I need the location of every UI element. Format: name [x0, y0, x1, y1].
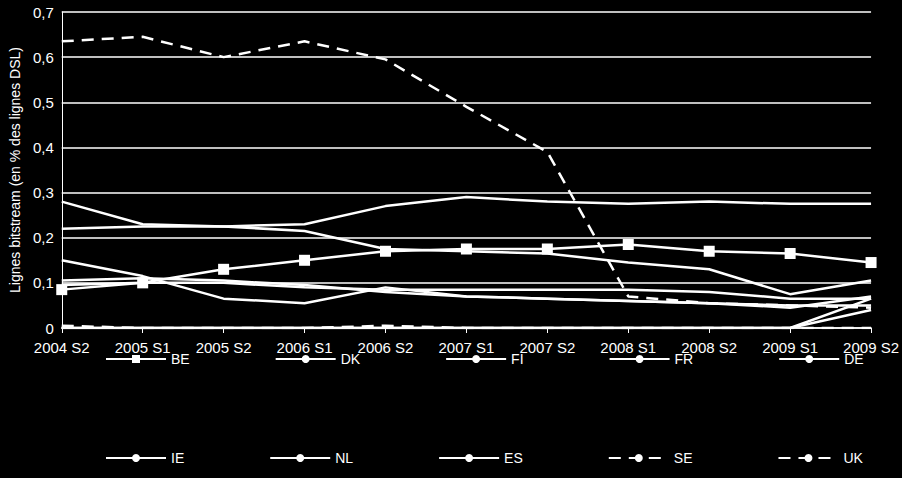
svg-text:UK: UK — [843, 450, 863, 466]
svg-text:DE: DE — [844, 351, 863, 367]
svg-text:BE: BE — [171, 351, 190, 367]
svg-text:0,5: 0,5 — [33, 94, 54, 111]
svg-text:NL: NL — [335, 450, 353, 466]
svg-text:2008 S2: 2008 S2 — [681, 339, 738, 356]
svg-text:0,4: 0,4 — [33, 139, 54, 156]
svg-text:SE: SE — [674, 450, 693, 466]
svg-text:0,3: 0,3 — [33, 184, 54, 201]
svg-text:DK: DK — [341, 351, 361, 367]
svg-text:2007 S2: 2007 S2 — [519, 339, 575, 356]
svg-text:IE: IE — [171, 450, 184, 466]
svg-text:FI: FI — [511, 351, 523, 367]
svg-text:2004 S2: 2004 S2 — [34, 339, 90, 356]
svg-text:2009 S1: 2009 S1 — [762, 339, 818, 356]
svg-text:2008 S1: 2008 S1 — [600, 339, 656, 356]
svg-text:FR: FR — [675, 351, 694, 367]
svg-text:Lignes bitstream (en % des lig: Lignes bitstream (en % des lignes DSL) — [7, 47, 23, 293]
svg-text:ES: ES — [504, 450, 523, 466]
svg-text:2006 S2: 2006 S2 — [358, 339, 414, 356]
svg-text:0: 0 — [45, 320, 53, 337]
svg-text:2009 S2: 2009 S2 — [843, 339, 899, 356]
svg-text:0,1: 0,1 — [33, 274, 54, 291]
svg-text:0,6: 0,6 — [33, 49, 54, 66]
svg-text:2007 S1: 2007 S1 — [438, 339, 494, 356]
svg-text:2005 S1: 2005 S1 — [115, 339, 171, 356]
svg-text:0,7: 0,7 — [33, 4, 54, 21]
svg-text:0,2: 0,2 — [33, 229, 54, 246]
svg-text:2005 S2: 2005 S2 — [196, 339, 252, 356]
svg-text:2006 S1: 2006 S1 — [277, 339, 333, 356]
